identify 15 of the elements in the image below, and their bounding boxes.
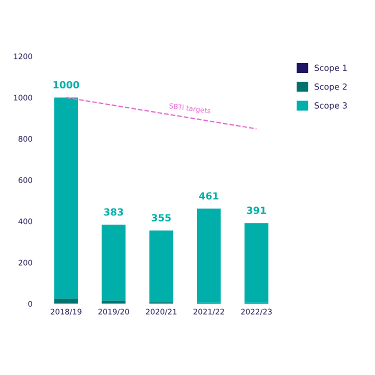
total-label: 1000: [54, 81, 80, 88]
legend-label: Scope 3: [314, 102, 347, 110]
total-label: 391: [246, 206, 266, 214]
legend-label: Scope 2: [314, 83, 347, 92]
total-label: 383: [104, 208, 124, 216]
bar: [149, 230, 174, 302]
bar: [102, 224, 126, 301]
bar: [54, 98, 78, 299]
bar: [244, 223, 268, 303]
bar: [54, 298, 78, 304]
bar: [196, 208, 221, 303]
legend-label: Scope 1: [314, 64, 347, 73]
total-label: 355: [152, 214, 171, 222]
bar: [102, 300, 126, 304]
total-label: 461: [199, 192, 218, 200]
